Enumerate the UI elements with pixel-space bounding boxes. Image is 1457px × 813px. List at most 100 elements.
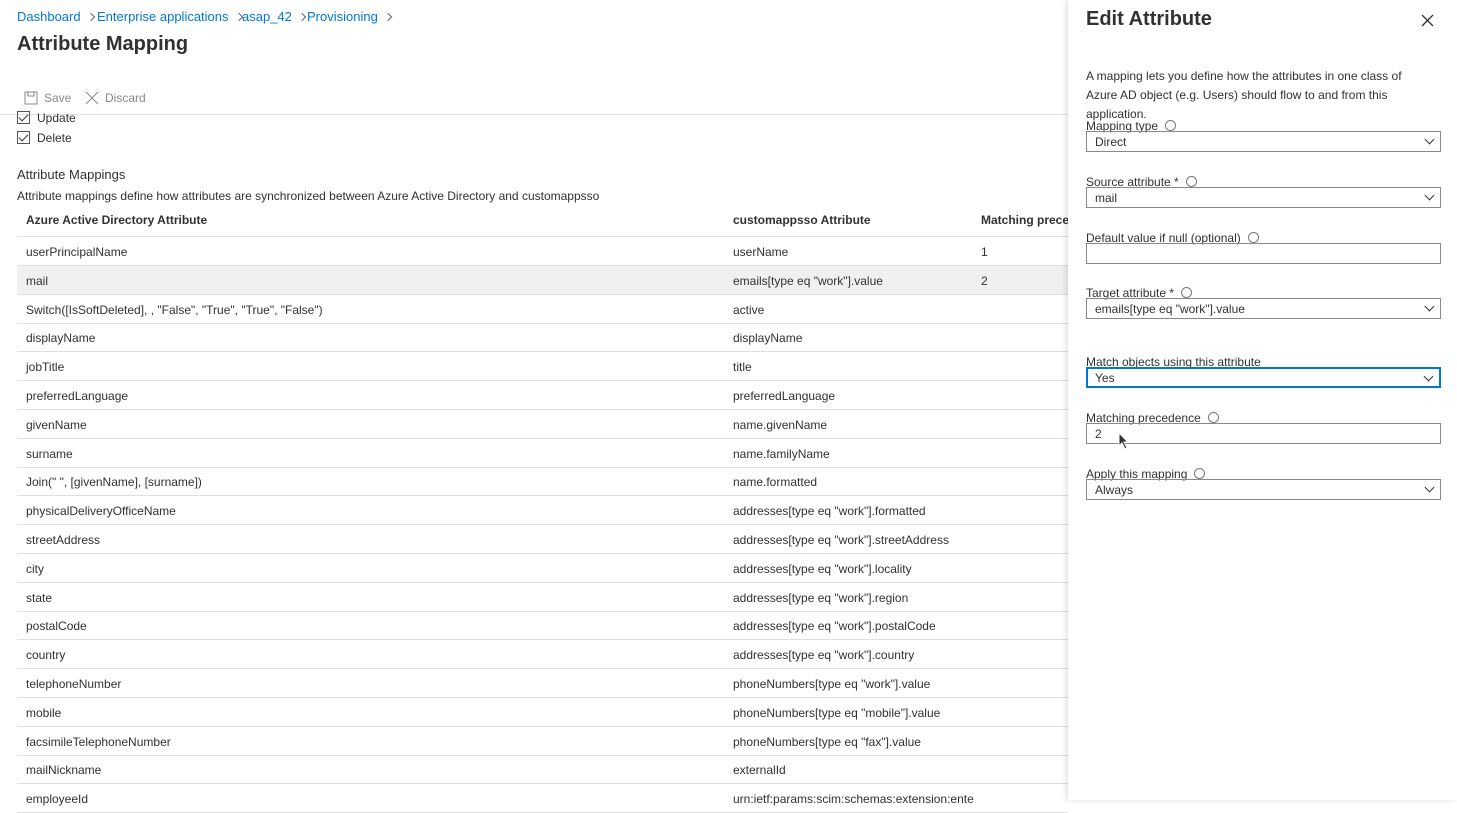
breadcrumb-chevron bbox=[86, 12, 95, 22]
mouse-cursor bbox=[1118, 432, 1130, 450]
breadcrumb-chevron bbox=[297, 12, 307, 22]
table-cell: displayName bbox=[26, 331, 96, 346]
table-row[interactable]: streetAddress addresses[type eq "work"].s… bbox=[17, 525, 1068, 554]
table-cell: streetAddress bbox=[26, 533, 101, 547]
table-cell: preferredLanguage bbox=[26, 389, 129, 403]
label-text: Matching precedence bbox=[1086, 411, 1201, 425]
table-cell: addresses[type eq "work"].streetAddress bbox=[733, 533, 949, 547]
table-cell: mobile bbox=[26, 705, 62, 720]
table-row[interactable]: facsimileTelephoneNumber phoneNumbers[typ… bbox=[17, 727, 1068, 756]
table-row[interactable]: displayName displayName bbox=[17, 323, 1068, 353]
table-cell: givenName bbox=[26, 417, 87, 432]
field-label: Mapping type bbox=[1086, 119, 1177, 133]
breadcrumb-link[interactable]: asap_42 bbox=[242, 9, 292, 24]
checkbox-label: Delete bbox=[37, 131, 72, 145]
dropdown[interactable]: mail bbox=[1086, 187, 1441, 208]
panel-title: Edit Attribute bbox=[1086, 8, 1212, 30]
table-row[interactable]: mail emails[type eq "work"].value 2 bbox=[17, 265, 1068, 295]
dropdown[interactable]: emails[type eq "work"].value bbox=[1086, 298, 1441, 319]
table-row[interactable]: mailNickname externalId bbox=[17, 755, 1068, 785]
table-cell: userPrincipalName bbox=[26, 245, 128, 259]
table-row[interactable]: jobTitle title bbox=[17, 352, 1068, 382]
field-value: mail bbox=[1095, 191, 1118, 205]
table-cell: state bbox=[26, 590, 53, 605]
table-row[interactable]: employeeId urn:ietf:params:scim:schemas:e… bbox=[17, 784, 1068, 813]
table-row[interactable]: state addresses[type eq "work"].region bbox=[17, 583, 1068, 612]
toolbar-divider bbox=[0, 114, 1068, 115]
table-cell: physicalDeliveryOfficeName bbox=[26, 504, 176, 519]
table-cell: phoneNumbers[type eq "fax"].value bbox=[733, 734, 921, 749]
table-row[interactable]: postalCode addresses[type eq "work"].post… bbox=[17, 611, 1068, 641]
delete-checkbox[interactable]: Delete bbox=[17, 131, 72, 145]
dropdown-chevron bbox=[1424, 190, 1435, 201]
save-button[interactable]: Save bbox=[24, 91, 71, 105]
table-row[interactable]: surname name.familyName bbox=[17, 439, 1068, 468]
table-cell: externalId bbox=[733, 763, 786, 778]
text-input[interactable]: 2 bbox=[1086, 423, 1441, 444]
table-cell: preferredLanguage bbox=[733, 389, 836, 403]
table-cell: phoneNumbers[type eq "mobile"].value bbox=[733, 705, 941, 720]
table-cell: addresses[type eq "work"].formatted bbox=[733, 504, 926, 519]
table-cell: name.formatted bbox=[733, 475, 818, 490]
save-label: Save bbox=[44, 91, 72, 105]
update-checkbox[interactable]: Update bbox=[17, 111, 76, 125]
dropdown-chevron bbox=[1424, 482, 1435, 493]
label-text: Source attribute * bbox=[1086, 175, 1179, 189]
table-row[interactable]: city addresses[type eq "work"].locality bbox=[17, 554, 1068, 583]
table-cell: phoneNumbers[type eq "work"].value bbox=[733, 677, 931, 691]
table-cell: displayName bbox=[733, 331, 803, 346]
dropdown-chevron bbox=[1424, 134, 1435, 145]
page-title: Attribute Mapping bbox=[17, 33, 189, 55]
info-icon bbox=[1207, 412, 1219, 423]
label-text: Apply this mapping bbox=[1086, 467, 1188, 481]
close-button[interactable] bbox=[1421, 14, 1434, 27]
table-row[interactable]: telephoneNumber phoneNumbers[type eq "wor… bbox=[17, 669, 1068, 698]
table-row[interactable]: mobile phoneNumbers[type eq "mobile"].val… bbox=[17, 698, 1068, 727]
table-cell: postalCode bbox=[26, 619, 87, 634]
discard-icon bbox=[85, 91, 99, 105]
table-cell: 2 bbox=[981, 273, 988, 288]
field-label: Matching precedence bbox=[1086, 411, 1219, 425]
label-text: Mapping type bbox=[1086, 119, 1159, 133]
dropdown[interactable]: Yes bbox=[1086, 367, 1441, 388]
field-label: Apply this mapping bbox=[1086, 467, 1206, 481]
table-cell: jobTitle bbox=[26, 360, 65, 375]
table-row[interactable]: Switch([IsSoftDeleted], , "False", "True… bbox=[17, 295, 1068, 324]
field-value: 2 bbox=[1095, 427, 1102, 441]
table-row[interactable]: Join(" ", [givenName], [surname]) name.fo… bbox=[17, 467, 1068, 497]
breadcrumb-link[interactable]: Provisioning bbox=[307, 9, 378, 24]
table-row[interactable]: userPrincipalName userName 1 bbox=[17, 237, 1068, 266]
table-row[interactable]: preferredLanguage preferredLanguage bbox=[17, 381, 1068, 410]
label-text: Default value if null (optional) bbox=[1086, 231, 1241, 245]
table-cell: addresses[type eq "work"].region bbox=[733, 590, 909, 605]
table-cell: name.familyName bbox=[733, 446, 830, 461]
section-description: Attribute mappings define how attributes… bbox=[17, 189, 600, 203]
table-row[interactable]: country addresses[type eq "work"].country bbox=[17, 640, 1068, 670]
header-divider bbox=[17, 236, 1068, 237]
dropdown[interactable]: Always bbox=[1086, 479, 1441, 500]
table-cell: addresses[type eq "work"].country bbox=[733, 648, 915, 663]
table-cell: surname bbox=[26, 446, 73, 461]
table-row[interactable]: givenName name.givenName bbox=[17, 410, 1068, 439]
info-icon bbox=[1185, 176, 1197, 187]
table-cell: emails[type eq "work"].value bbox=[733, 273, 883, 288]
breadcrumb-link[interactable]: Dashboard bbox=[17, 9, 81, 24]
field-label: Target attribute * bbox=[1086, 286, 1193, 300]
table-cell: city bbox=[26, 561, 44, 576]
field-value: Direct bbox=[1095, 135, 1127, 149]
table-row[interactable]: physicalDeliveryOfficeName addresses[type… bbox=[17, 496, 1068, 526]
field-value: Yes bbox=[1095, 371, 1115, 385]
discard-button[interactable]: Discard bbox=[85, 91, 146, 105]
table-cell: title bbox=[733, 360, 752, 375]
field-value: Always bbox=[1095, 483, 1134, 497]
dropdown[interactable]: Direct bbox=[1086, 131, 1441, 152]
table-cell: addresses[type eq "work"].postalCode bbox=[733, 619, 936, 634]
text-input[interactable] bbox=[1086, 243, 1441, 264]
table-cell: userName bbox=[733, 245, 789, 259]
field-label: Default value if null (optional) bbox=[1086, 231, 1259, 245]
section-title: Attribute Mappings bbox=[17, 167, 126, 182]
breadcrumb-link[interactable]: Enterprise applications bbox=[97, 9, 229, 24]
table-cell: mail bbox=[26, 273, 49, 288]
field-label: Source attribute * bbox=[1086, 175, 1197, 189]
